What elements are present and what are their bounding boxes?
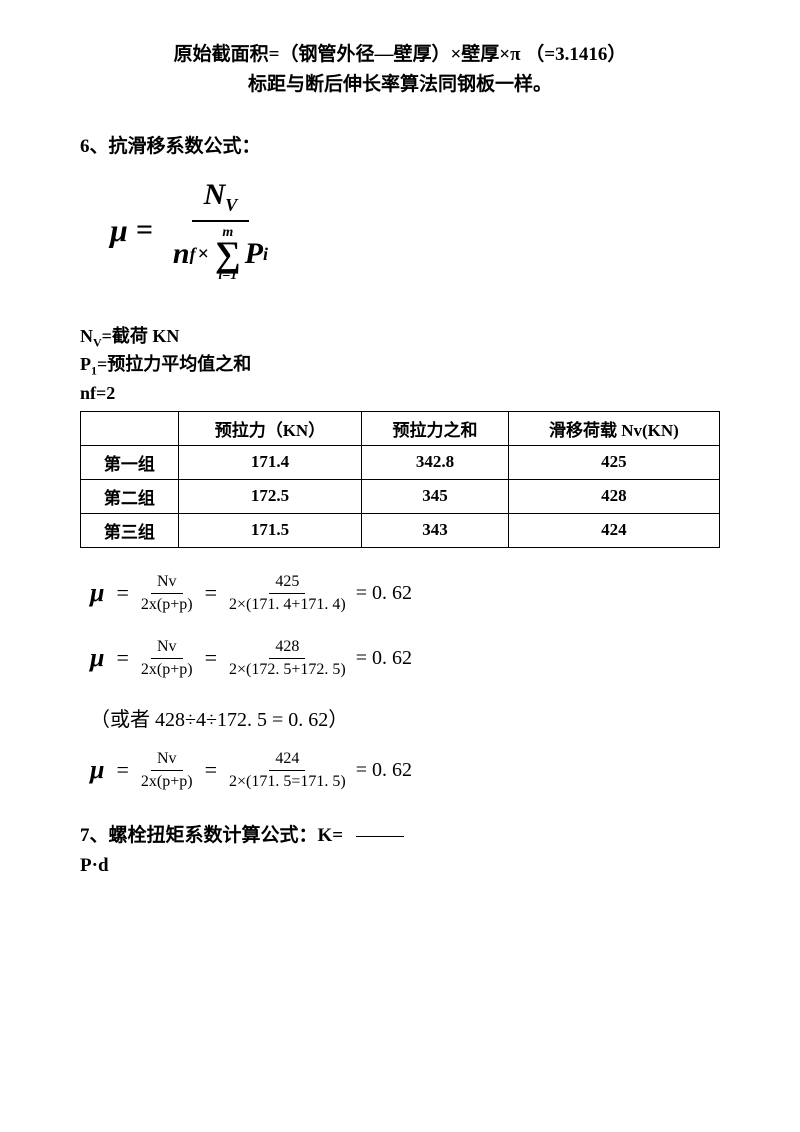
main-formula: μ = NV nf× m ∑ i=1 Pi (110, 178, 720, 283)
def-nf: nf=2 (80, 380, 720, 407)
table-cell: 342.8 (362, 445, 509, 479)
calc-num: 425 (269, 573, 305, 594)
pi-symbol: π (510, 44, 520, 65)
calc-den: 2×(172. 5+172. 5) (223, 659, 352, 679)
calc-den: 2x(p+p) (135, 771, 199, 791)
numerator-N: N (204, 178, 226, 211)
table-cell: 424 (508, 513, 719, 547)
numerator-sub: V (225, 195, 237, 215)
den-P-sub: i (263, 244, 268, 265)
calc-result: = 0. 62 (356, 647, 412, 670)
den-P: P (245, 237, 263, 271)
sigma-bot: i=1 (218, 269, 237, 283)
calc-eq: = (205, 645, 217, 671)
calc-frac1: Nv 2x(p+p) (135, 750, 199, 791)
calc-row-2: μ = Nv 2x(p+p) = 428 2×(172. 5+172. 5) =… (90, 638, 720, 679)
table-header: 滑移荷载 Nv(KN) (508, 411, 719, 445)
data-table: 预拉力（KN） 预拉力之和 滑移荷载 Nv(KN) 第一组 171.4 342.… (80, 411, 720, 548)
definitions: NV=截荷 KN P1=预拉力平均值之和 nf=2 (80, 323, 720, 407)
equals-sign: = (136, 213, 153, 247)
den-times: × (198, 243, 209, 266)
alt-calc: （或者 428÷4÷172. 5 = 0. 62） (90, 703, 720, 732)
sigma-block: m ∑ i=1 (215, 226, 241, 283)
def-p1-text: =预拉力平均值之和 (97, 354, 251, 374)
table-cell: 171.4 (178, 445, 361, 479)
table-cell: 171.5 (178, 513, 361, 547)
calc-frac1: Nv 2x(p+p) (135, 638, 199, 679)
header-line1-pre: 原始截面积=（钢管外径—壁厚）×壁厚× (174, 44, 510, 65)
table-header: 预拉力之和 (362, 411, 509, 445)
header-line1-post: （=3.1416） (521, 44, 627, 65)
calc-mu: μ (90, 643, 104, 673)
calc-frac2: 424 2×(171. 5=171. 5) (223, 750, 352, 791)
calc-row-1: μ = Nv 2x(p+p) = 425 2×(171. 4+171. 4) =… (90, 573, 720, 614)
table-cell: 428 (508, 479, 719, 513)
calc-eq: = (116, 757, 128, 783)
def-p1: P (80, 354, 91, 374)
table-cell: 425 (508, 445, 719, 479)
mu-symbol: μ (110, 212, 128, 249)
calc-num: 428 (269, 638, 305, 659)
table-cell: 第三组 (81, 513, 179, 547)
fraction-line (356, 836, 404, 837)
calc-frac1: Nv 2x(p+p) (135, 573, 199, 614)
calc-den: 2x(p+p) (135, 594, 199, 614)
den-n-sub: f (190, 244, 196, 265)
calc-eq: = (116, 645, 128, 671)
calc-den: 2×(171. 4+171. 4) (223, 594, 352, 614)
calc-eq: = (205, 757, 217, 783)
section7-line2: P·d (80, 851, 720, 881)
def-nv-text: =截荷 KN (102, 326, 180, 346)
calc-mu: μ (90, 755, 104, 785)
calc-result: = 0. 62 (356, 582, 412, 605)
calc-eq: = (116, 580, 128, 606)
table-row: 第一组 171.4 342.8 425 (81, 445, 720, 479)
section7-title: 7、螺栓扭矩系数计算公式：K= (80, 825, 348, 846)
calc-num: Nv (151, 638, 183, 659)
table-cell: 172.5 (178, 479, 361, 513)
calc-num: Nv (151, 573, 183, 594)
section7: 7、螺栓扭矩系数计算公式：K= P·d (80, 821, 720, 882)
def-nv-sub: V (93, 335, 102, 349)
sigma-symbol: ∑ (215, 240, 241, 269)
den-n: n (173, 237, 190, 271)
section6-title: 6、抗滑移系数公式： (80, 131, 720, 158)
def-nv: N (80, 326, 93, 346)
header-formula: 原始截面积=（钢管外径—壁厚）×壁厚×π （=3.1416） 标距与断后伸长率算… (80, 40, 720, 101)
calc-den: 2x(p+p) (135, 659, 199, 679)
table-cell: 343 (362, 513, 509, 547)
table-cell: 345 (362, 479, 509, 513)
table-header (81, 411, 179, 445)
table-header-row: 预拉力（KN） 预拉力之和 滑移荷载 Nv(KN) (81, 411, 720, 445)
header-line2: 标距与断后伸长率算法同钢板一样。 (80, 70, 720, 100)
table-cell: 第二组 (81, 479, 179, 513)
table-row: 第二组 172.5 345 428 (81, 479, 720, 513)
calc-mu: μ (90, 578, 104, 608)
main-fraction: NV nf× m ∑ i=1 Pi (161, 178, 280, 283)
calc-eq: = (205, 580, 217, 606)
calc-num: 424 (269, 750, 305, 771)
calc-num: Nv (151, 750, 183, 771)
table-cell: 第一组 (81, 445, 179, 479)
calc-frac2: 428 2×(172. 5+172. 5) (223, 638, 352, 679)
calc-frac2: 425 2×(171. 4+171. 4) (223, 573, 352, 614)
table-row: 第三组 171.5 343 424 (81, 513, 720, 547)
table-header: 预拉力（KN） (178, 411, 361, 445)
calc-result: = 0. 62 (356, 759, 412, 782)
calc-den: 2×(171. 5=171. 5) (223, 771, 352, 791)
calc-row-3: μ = Nv 2x(p+p) = 424 2×(171. 5=171. 5) =… (90, 750, 720, 791)
